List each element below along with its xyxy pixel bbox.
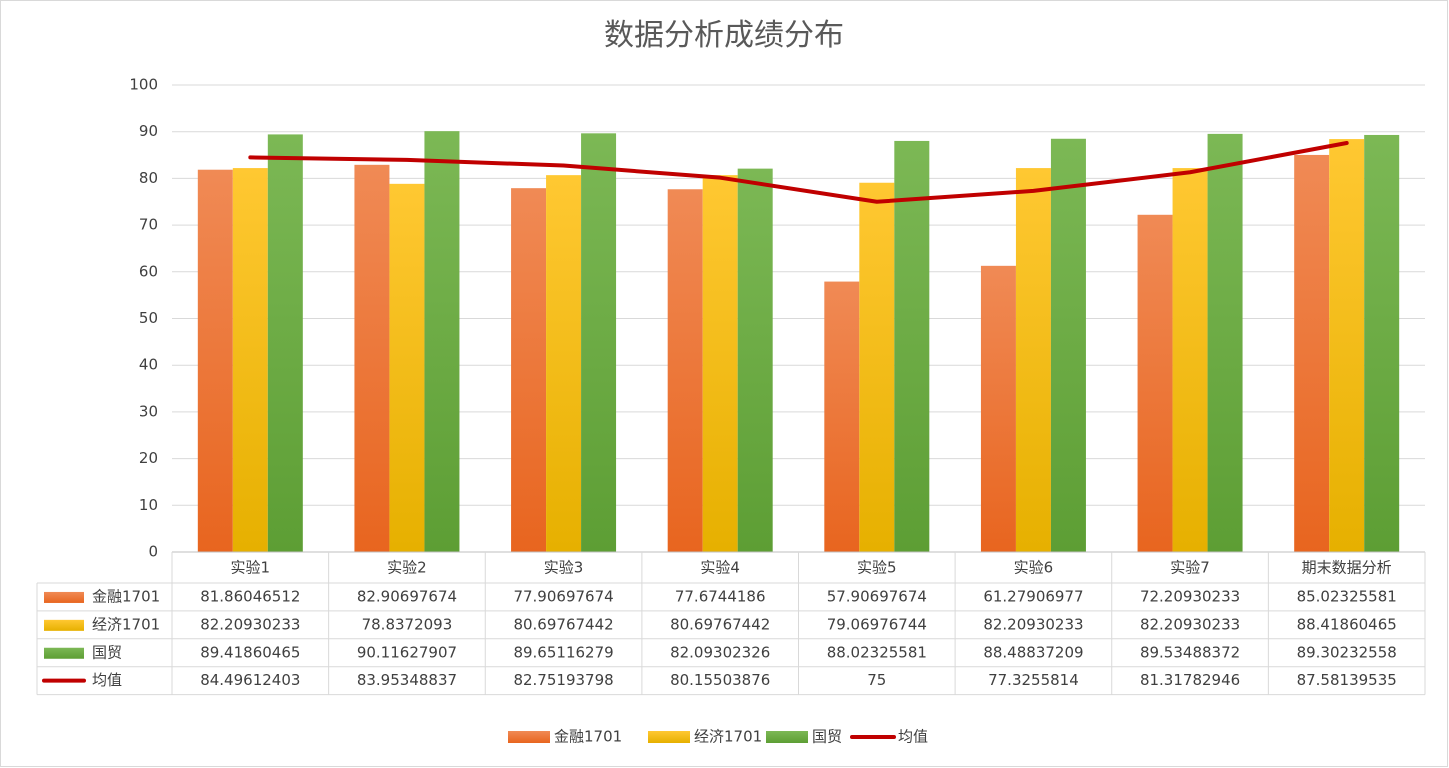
table-cell: 61.27906977 <box>983 587 1083 605</box>
y-tick-label: 80 <box>139 169 158 187</box>
legend-key <box>766 731 808 743</box>
table-cell: 87.58139535 <box>1297 671 1397 689</box>
x-tick-label: 实验4 <box>700 559 740 577</box>
table-cell: 75 <box>867 671 886 689</box>
legend-label: 金融1701 <box>554 728 622 746</box>
legend-label: 均值 <box>898 728 928 746</box>
y-tick-label: 60 <box>139 262 158 280</box>
bar <box>232 168 268 552</box>
table-cell: 82.20930233 <box>200 615 300 633</box>
table-cell: 82.09302326 <box>670 643 770 661</box>
table-cell: 82.20930233 <box>983 615 1083 633</box>
legend-key <box>508 731 550 743</box>
table-cell: 85.02325581 <box>1297 587 1397 605</box>
bar <box>546 175 582 553</box>
y-tick-label: 90 <box>139 122 158 140</box>
table-cell: 90.11627907 <box>357 643 457 661</box>
x-tick-label: 实验7 <box>1170 559 1210 577</box>
table-cell: 82.75193798 <box>513 671 613 689</box>
table-cell: 80.15503876 <box>670 671 770 689</box>
table-cell: 80.69767442 <box>513 615 613 633</box>
table-cell: 82.90697674 <box>357 587 457 605</box>
x-tick-label: 实验6 <box>1014 559 1054 577</box>
x-tick-label: 实验1 <box>231 559 271 577</box>
table-cell: 72.20930233 <box>1140 587 1240 605</box>
table-row-label: 国贸 <box>92 643 122 661</box>
bar <box>1172 168 1208 552</box>
bar <box>1137 214 1173 552</box>
legend-label: 国贸 <box>812 728 842 746</box>
table-row-label: 均值 <box>92 671 122 689</box>
y-tick-label: 20 <box>139 449 158 467</box>
table-cell: 80.69767442 <box>670 615 770 633</box>
y-tick-label: 0 <box>148 543 158 561</box>
table-row-label: 经济1701 <box>92 615 160 633</box>
bar <box>702 175 738 553</box>
x-tick-label: 期末数据分析 <box>1302 559 1392 577</box>
table-cell: 84.49612403 <box>200 671 300 689</box>
y-tick-label: 40 <box>139 356 158 374</box>
table-cell: 89.53488372 <box>1140 643 1240 661</box>
line <box>248 140 1349 204</box>
table-cell: 88.48837209 <box>983 643 1083 661</box>
bar <box>581 133 617 552</box>
table-cell: 82.20930233 <box>1140 615 1240 633</box>
bar <box>267 134 303 553</box>
bar <box>1329 139 1365 552</box>
x-tick-label: 实验2 <box>387 559 427 577</box>
table-cell: 88.41860465 <box>1297 615 1397 633</box>
y-tick-label: 100 <box>129 76 158 94</box>
bar <box>354 164 390 553</box>
table-row-label: 金融1701 <box>92 587 160 605</box>
legend-key <box>648 731 690 743</box>
table-key <box>44 619 84 631</box>
bar <box>1015 168 1051 552</box>
table-cell: 77.90697674 <box>513 587 613 605</box>
bar <box>1207 133 1243 553</box>
x-tick-label: 实验5 <box>857 559 897 577</box>
table-cell: 57.90697674 <box>827 587 927 605</box>
chart-title: 数据分析成绩分布 <box>604 18 844 53</box>
table-cell: 78.8372093 <box>362 615 453 633</box>
bar <box>1364 134 1400 553</box>
table-cell: 79.06976744 <box>827 615 927 633</box>
table-cell: 89.65116279 <box>513 643 613 661</box>
table-cell: 81.86046512 <box>200 587 300 605</box>
y-tick-label: 30 <box>139 402 158 420</box>
table-cell: 89.41860465 <box>200 643 300 661</box>
bar <box>667 189 703 552</box>
bar <box>894 140 930 552</box>
bar <box>824 281 860 552</box>
bar <box>980 265 1016 552</box>
y-tick-label: 10 <box>139 496 158 514</box>
bar <box>859 182 895 552</box>
table-cell: 77.3255814 <box>988 671 1079 689</box>
bar <box>197 169 233 553</box>
bar <box>389 183 425 552</box>
bar <box>1050 138 1086 552</box>
bar <box>737 168 773 552</box>
table-cell: 83.95348837 <box>357 671 457 689</box>
table-cell: 89.30232558 <box>1297 643 1397 661</box>
table-cell: 81.31782946 <box>1140 671 1240 689</box>
y-tick-label: 50 <box>139 309 158 327</box>
bar <box>511 188 547 552</box>
table-key <box>44 647 84 659</box>
x-tick-label: 实验3 <box>544 559 584 577</box>
bar <box>424 131 460 552</box>
table-cell: 77.6744186 <box>675 587 766 605</box>
y-tick-label: 70 <box>139 216 158 234</box>
table-key <box>44 591 84 603</box>
table-cell: 88.02325581 <box>827 643 927 661</box>
bar <box>1294 154 1330 552</box>
legend-label: 经济1701 <box>694 728 762 746</box>
